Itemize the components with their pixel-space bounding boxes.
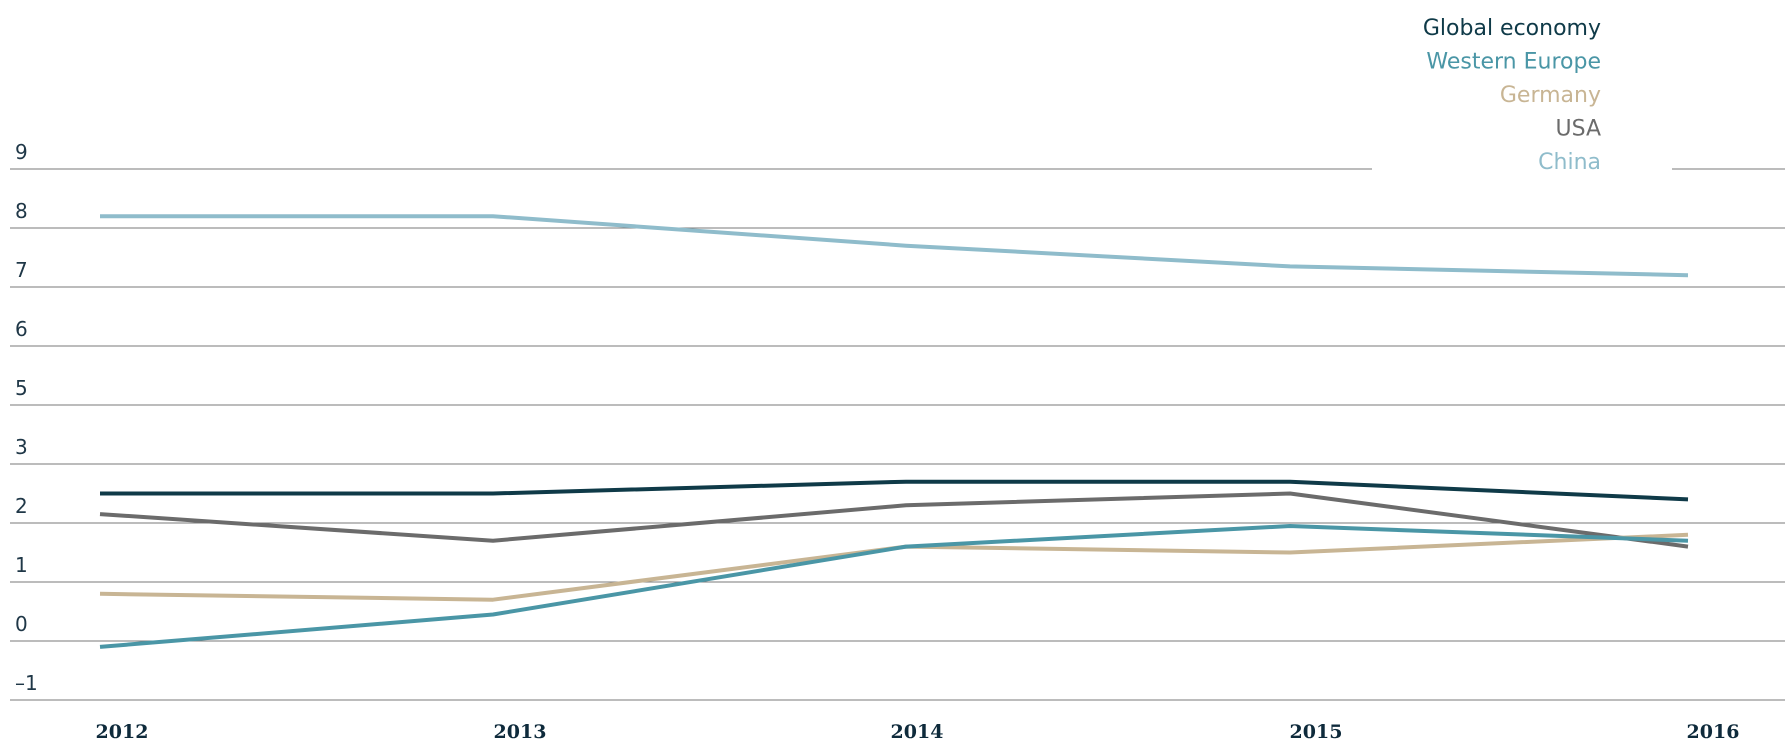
legend: Global economy Western Europe Germany USA Ch… [1423, 16, 1601, 175]
y-tick-label: 5 [15, 376, 28, 400]
y-tick-label: 6 [15, 317, 28, 341]
series-lines [99, 214, 1689, 649]
y-tick-label: 2 [15, 494, 28, 518]
y-tick-label: 0 [15, 612, 28, 636]
gridlines [10, 168, 1785, 701]
y-tick-label: 9 [15, 140, 28, 164]
series-line-usa [99, 491, 1689, 549]
legend-entry-global-economy: Global economy [1423, 16, 1601, 41]
y-tick-label: –1 [15, 671, 38, 695]
series-line-china [100, 214, 1689, 278]
legend-background [1372, 0, 1672, 175]
legend-entry-germany: Germany [1500, 83, 1601, 108]
legend-entry-western-europe: Western Europe [1426, 50, 1601, 75]
x-axis-tick-labels: 2012 2013 2014 2015 2016 [96, 721, 1740, 743]
x-tick-label: 2012 [96, 721, 149, 743]
x-tick-label: 2014 [891, 721, 944, 743]
y-tick-label: 8 [15, 199, 28, 223]
y-tick-label: 3 [15, 435, 28, 459]
y-tick-label: 1 [15, 553, 28, 577]
x-tick-label: 2016 [1687, 721, 1740, 743]
legend-entry-china: China [1538, 150, 1601, 175]
series-line-western-europe [99, 524, 1689, 649]
series-line-global-economy [100, 479, 1689, 502]
series-line-germany [99, 532, 1689, 602]
y-axis-tick-labels: 9 8 7 6 5 3 2 1 0 –1 [15, 140, 38, 695]
x-tick-label: 2013 [494, 721, 547, 743]
y-tick-label: 7 [15, 258, 28, 282]
x-tick-label: 2015 [1290, 721, 1343, 743]
legend-entry-usa: USA [1555, 117, 1601, 142]
